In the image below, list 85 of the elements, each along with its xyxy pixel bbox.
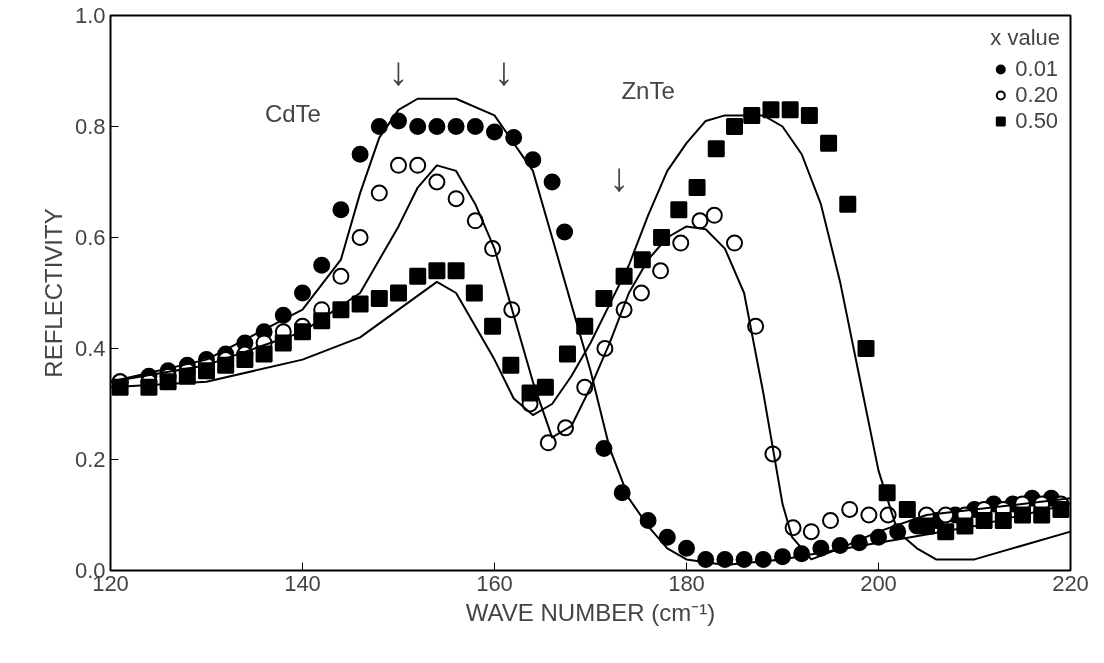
legend-label: 0.20 bbox=[1015, 82, 1059, 108]
point bbox=[539, 434, 557, 452]
point bbox=[486, 123, 503, 141]
point bbox=[217, 356, 235, 374]
point bbox=[678, 539, 695, 557]
point bbox=[898, 500, 916, 518]
point bbox=[841, 500, 859, 518]
point bbox=[390, 284, 407, 302]
x-tick-label: 160 bbox=[476, 570, 513, 596]
annotation: ↓ bbox=[388, 49, 409, 94]
point bbox=[595, 290, 613, 308]
point bbox=[447, 262, 465, 280]
point bbox=[447, 190, 465, 208]
point bbox=[409, 156, 427, 174]
point bbox=[705, 206, 723, 224]
point bbox=[632, 284, 650, 302]
x-tick-label: 180 bbox=[668, 570, 705, 596]
y-axis-title: REFLECTIVITY bbox=[39, 208, 67, 378]
point bbox=[691, 212, 709, 230]
point bbox=[447, 118, 465, 135]
point bbox=[370, 184, 388, 202]
point bbox=[313, 256, 331, 274]
point bbox=[428, 173, 446, 191]
point bbox=[672, 234, 690, 252]
point bbox=[294, 284, 311, 302]
legend-label: 0.50 bbox=[1015, 108, 1059, 134]
point bbox=[351, 229, 369, 246]
annotation: ↓ bbox=[609, 154, 630, 199]
annotation: ZnTe bbox=[621, 77, 675, 105]
point bbox=[428, 262, 446, 280]
point bbox=[536, 378, 554, 396]
point bbox=[707, 140, 725, 158]
point bbox=[332, 201, 350, 219]
point bbox=[576, 317, 594, 335]
point bbox=[839, 195, 857, 213]
y-tick-label: 0.6 bbox=[74, 225, 106, 250]
point bbox=[688, 179, 706, 197]
x-axis-title: WAVE NUMBER (cm⁻¹) bbox=[465, 598, 716, 626]
point bbox=[633, 251, 651, 269]
point bbox=[484, 317, 502, 335]
point bbox=[820, 134, 838, 152]
point bbox=[409, 118, 427, 135]
point bbox=[857, 340, 875, 357]
point bbox=[556, 223, 574, 241]
point bbox=[670, 201, 688, 219]
point bbox=[409, 267, 427, 285]
point bbox=[351, 295, 369, 313]
annotation: CdTe bbox=[264, 99, 321, 127]
point bbox=[802, 523, 820, 541]
point bbox=[800, 106, 818, 124]
point bbox=[390, 112, 407, 130]
point bbox=[726, 234, 743, 252]
legend-title: x value bbox=[990, 25, 1060, 51]
point bbox=[466, 118, 484, 135]
x-tick-label: 140 bbox=[284, 570, 321, 596]
legend-label: 0.01 bbox=[1015, 56, 1059, 82]
point bbox=[918, 517, 935, 535]
point bbox=[652, 262, 670, 280]
y-tick-label: 1.0 bbox=[74, 3, 106, 28]
point bbox=[236, 351, 254, 369]
point bbox=[658, 528, 676, 546]
point bbox=[781, 101, 799, 119]
point bbox=[543, 173, 561, 191]
y-tick-label: 0.8 bbox=[74, 114, 106, 139]
point bbox=[428, 118, 446, 135]
point bbox=[822, 512, 839, 530]
point bbox=[466, 212, 484, 230]
point bbox=[558, 345, 576, 363]
point bbox=[502, 356, 520, 374]
x-tick-label: 220 bbox=[1052, 570, 1089, 596]
point bbox=[860, 506, 878, 524]
point bbox=[255, 345, 273, 363]
point bbox=[726, 118, 743, 135]
point bbox=[351, 145, 369, 163]
y-tick-label: 0.2 bbox=[74, 447, 106, 472]
point bbox=[762, 101, 780, 119]
point bbox=[370, 290, 388, 308]
point bbox=[653, 229, 671, 246]
point bbox=[390, 156, 407, 174]
point bbox=[465, 284, 483, 302]
annotation: ↓ bbox=[494, 49, 515, 94]
x-tick-label: 200 bbox=[860, 570, 897, 596]
point bbox=[370, 118, 388, 135]
point bbox=[332, 267, 350, 285]
y-tick-label: 0.4 bbox=[74, 336, 106, 361]
